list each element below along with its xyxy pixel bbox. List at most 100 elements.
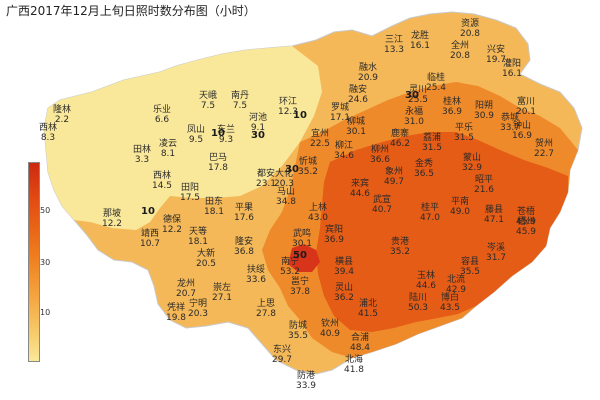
station-name: 上林 (309, 201, 327, 213)
station-name: 西林 (153, 169, 171, 181)
station-value: 49.0 (450, 207, 470, 217)
station-value: 20.9 (358, 73, 378, 83)
station-value: 31.5 (422, 143, 442, 153)
station-name: 龙州 (177, 277, 195, 289)
station-value: 25.5 (408, 95, 428, 105)
station-value: 53.2 (280, 267, 300, 277)
station-value: 22.5 (310, 139, 330, 149)
station-name: 恭城 (501, 112, 519, 123)
station-name: 防港 (297, 369, 315, 381)
station-name: 柳城 (347, 115, 365, 127)
station-name: 崇左 (213, 281, 231, 293)
station-name: 巴马 (209, 152, 227, 163)
station-value: 8.1 (161, 149, 175, 159)
station-name: 田林 (133, 143, 151, 155)
station-value: 20.1 (516, 107, 536, 117)
station-2: 西林8.3 (39, 121, 57, 143)
station-value: 16.9 (512, 131, 532, 141)
station-value: 49.7 (384, 177, 404, 187)
station-value: 17.5 (180, 193, 200, 203)
station-value: 20.3 (188, 309, 208, 319)
station-name: 忻城 (299, 155, 317, 167)
station-value: 35.2 (390, 247, 410, 257)
station-name: 灵川 (409, 84, 427, 95)
station-value: 20.3 (274, 179, 294, 189)
station-value: 36.9 (324, 235, 344, 245)
station-value: 9.5 (189, 135, 203, 145)
station-name: 邕宁 (291, 275, 309, 287)
station-value: 20.7 (176, 289, 196, 299)
contour-label: 10 (141, 206, 155, 217)
station-name: 三江 (385, 34, 403, 45)
station-value: 10.7 (140, 239, 160, 249)
station-name: 武宣 (373, 193, 391, 205)
station-9: 东兰9.3 (217, 123, 235, 145)
station-value: 31.5 (454, 133, 474, 143)
station-name: 隆安 (235, 235, 253, 247)
station-value: 43.0 (308, 213, 328, 223)
station-name: 宜州 (311, 127, 329, 139)
station-name: 靖西 (141, 227, 159, 239)
station-value: 42.9 (446, 285, 466, 295)
station-7: 河池9.1 (249, 111, 267, 133)
station-name: 凌云 (159, 137, 177, 149)
station-value: 30.1 (346, 127, 366, 137)
contour-label: 30 (405, 90, 419, 101)
station-value: 44.6 (350, 189, 370, 199)
high-sunshine-region (316, 132, 568, 332)
station-name: 荔浦 (423, 131, 441, 143)
station-value: 14.5 (152, 181, 172, 191)
station-name: 富川 (517, 95, 535, 107)
station-3: 乐业6.6 (153, 103, 171, 125)
station-value: 12.3 (278, 107, 298, 117)
station-name: 乐业 (153, 103, 171, 115)
station-name: 平南 (451, 195, 469, 207)
station-value: 41.5 (358, 309, 378, 319)
station-value: 33.6 (246, 275, 266, 285)
station-name: 凤山 (187, 124, 205, 135)
station-value: 31.7 (486, 253, 506, 263)
station-name: 玉林 (417, 269, 435, 281)
station-name: 东兰 (217, 123, 235, 135)
station-name: 天峨 (199, 89, 217, 101)
station-name: 武鸣 (293, 227, 311, 239)
station-value: 2.2 (55, 115, 69, 125)
station-name: 象州 (385, 165, 403, 177)
station-name: 平乐 (455, 121, 473, 133)
station-name: 柳州 (371, 143, 389, 155)
station-name: 北流 (447, 273, 465, 285)
station-name: 来宾 (351, 177, 369, 189)
station-value: 17.8 (208, 163, 228, 173)
station-value: 41.8 (344, 365, 364, 375)
station-name: 东兴 (273, 343, 291, 355)
station-name: 田阳 (181, 182, 199, 193)
station-name: 兴安 (487, 43, 505, 55)
station-name: 防城 (289, 319, 307, 331)
station-value: 40.9 (320, 329, 340, 339)
